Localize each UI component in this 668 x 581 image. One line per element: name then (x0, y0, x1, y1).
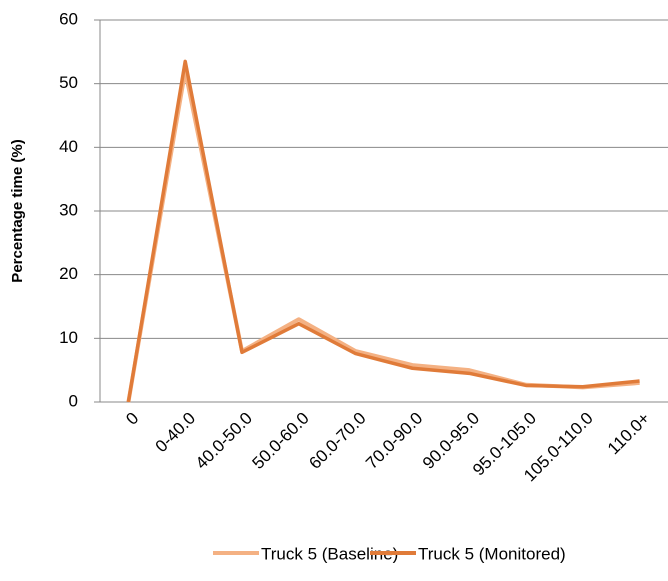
x-tick-label: 60.0-70.0 (305, 409, 369, 473)
legend-label: Truck 5 (Monitored) (418, 544, 566, 563)
x-tick-label: 50.0-60.0 (249, 409, 313, 473)
y-tick-label: 20 (59, 264, 78, 283)
legend-label: Truck 5 (Baseline) (261, 544, 398, 563)
x-tick-label: 0-40.0 (152, 409, 200, 457)
y-tick-label: 30 (59, 200, 78, 219)
x-tick-label: 110.0+ (604, 409, 654, 459)
line-series (126, 59, 640, 403)
x-tick-label: 70.0-90.0 (362, 409, 426, 473)
y-tick-label: 50 (59, 73, 78, 92)
y-tick-label: 0 (69, 391, 78, 410)
x-tick-label: 40.0-50.0 (192, 409, 256, 473)
y-axis-label: Percentage time (%) (9, 139, 26, 282)
x-tick-label: 0 (122, 409, 142, 429)
y-tick-label: 40 (59, 137, 78, 156)
y-tick-label: 60 (59, 9, 78, 28)
line-series (126, 68, 640, 403)
y-tick-label: 10 (59, 328, 78, 347)
